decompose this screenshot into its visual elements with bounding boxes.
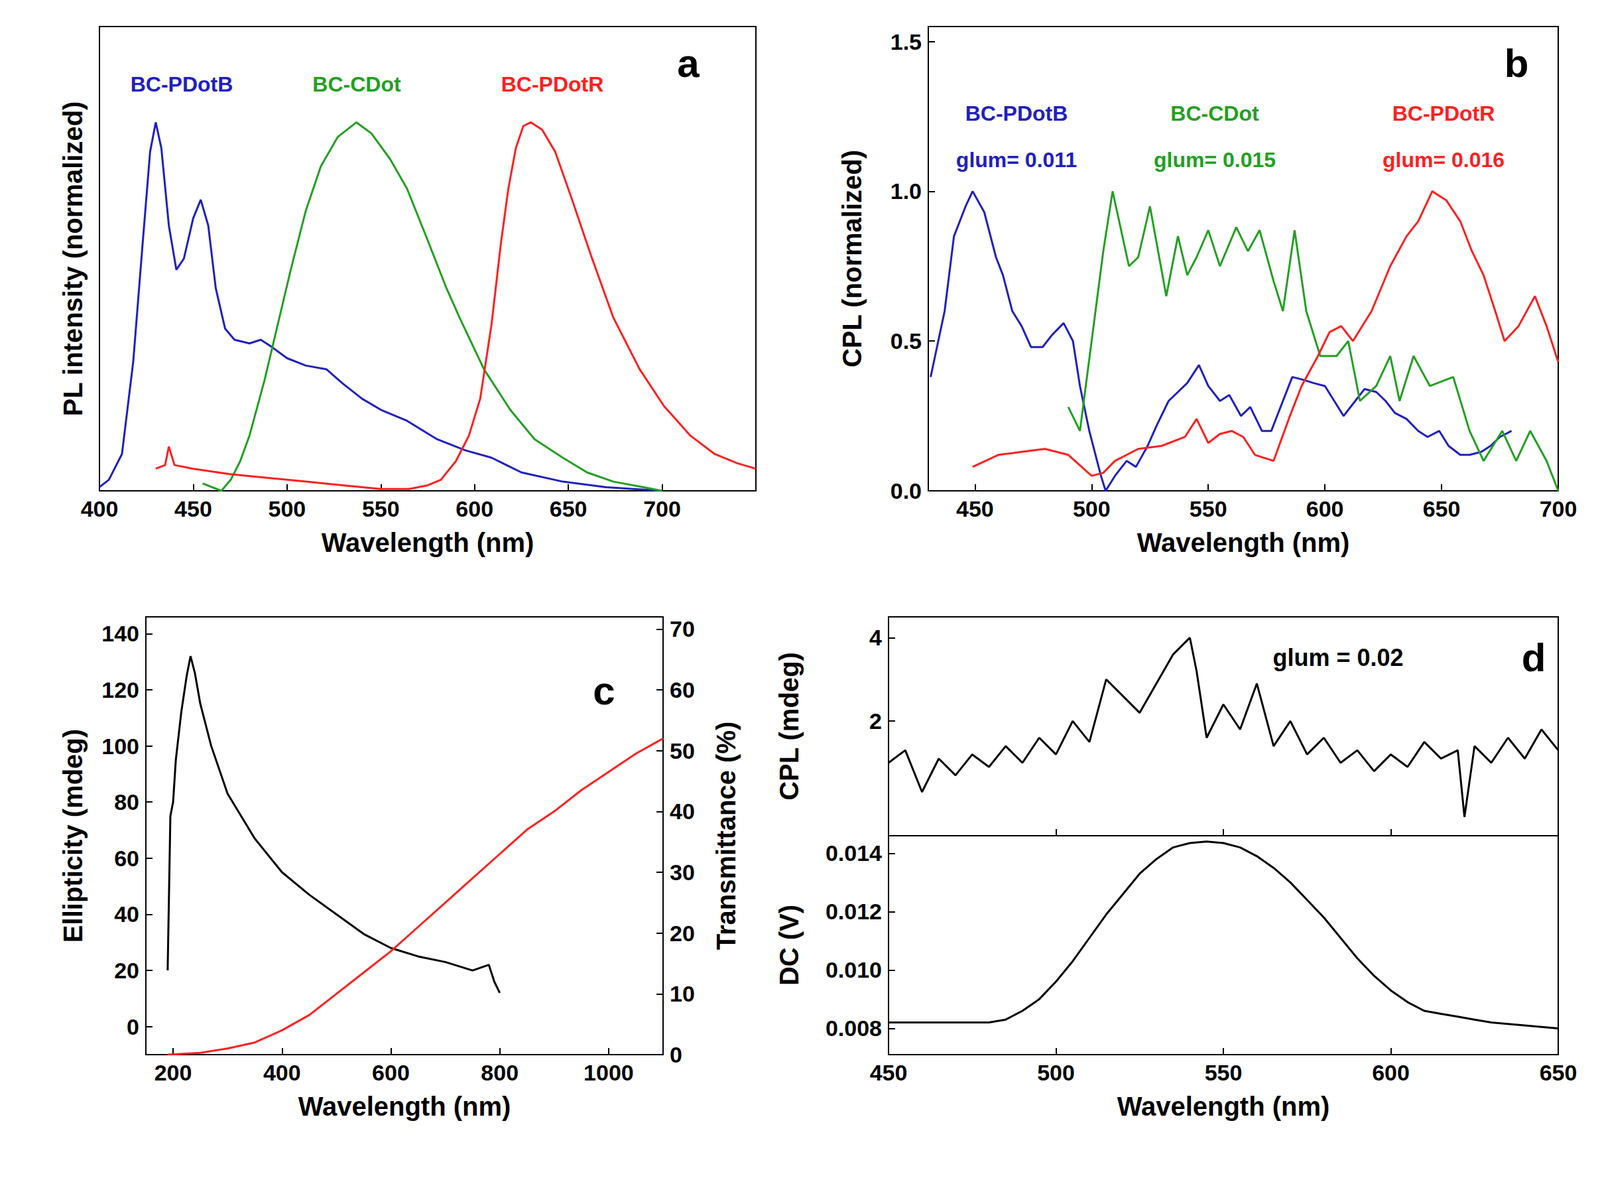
svg-text:BC-CDot: BC-CDot <box>1170 101 1260 126</box>
svg-text:500: 500 <box>267 495 306 522</box>
svg-text:Wavelength (nm): Wavelength (nm) <box>1137 527 1351 557</box>
svg-text:BC-PDotR: BC-PDotR <box>1392 101 1496 126</box>
svg-text:0.5: 0.5 <box>890 328 922 354</box>
svg-text:140: 140 <box>101 620 140 646</box>
svg-text:0.014: 0.014 <box>825 840 882 866</box>
svg-text:550: 550 <box>1204 1059 1243 1085</box>
svg-text:450: 450 <box>869 1059 908 1085</box>
svg-text:60: 60 <box>669 676 695 703</box>
svg-text:30: 30 <box>669 859 695 885</box>
svg-text:CPL (mdeg): CPL (mdeg) <box>774 651 804 801</box>
svg-text:120: 120 <box>101 676 140 703</box>
svg-text:1000: 1000 <box>583 1059 634 1085</box>
svg-text:700: 700 <box>1539 495 1578 522</box>
svg-text:600: 600 <box>1371 1059 1410 1085</box>
svg-text:BC-PDotB: BC-PDotB <box>965 101 1069 126</box>
svg-text:600: 600 <box>455 495 494 522</box>
svg-text:0.008: 0.008 <box>825 1015 882 1041</box>
svg-text:b: b <box>1504 41 1530 86</box>
svg-text:40: 40 <box>669 798 695 824</box>
svg-text:650: 650 <box>549 495 588 522</box>
svg-text:DC (V): DC (V) <box>774 904 804 986</box>
svg-text:0: 0 <box>126 1013 140 1040</box>
svg-text:0.010: 0.010 <box>825 956 882 983</box>
svg-text:d: d <box>1521 635 1547 680</box>
svg-text:450: 450 <box>174 495 213 522</box>
svg-text:4: 4 <box>869 624 882 650</box>
svg-text:20: 20 <box>114 957 140 983</box>
svg-text:Wavelength (nm): Wavelength (nm) <box>321 527 535 557</box>
svg-text:40: 40 <box>114 901 140 927</box>
svg-text:10: 10 <box>669 980 695 1006</box>
svg-text:200: 200 <box>154 1059 193 1085</box>
svg-text:glum = 0.02: glum = 0.02 <box>1272 643 1404 672</box>
svg-text:a: a <box>676 41 700 86</box>
svg-text:BC-PDotB: BC-PDotB <box>130 72 234 97</box>
svg-text:60: 60 <box>114 845 140 871</box>
svg-text:400: 400 <box>263 1059 302 1085</box>
svg-text:100: 100 <box>101 733 140 759</box>
svg-text:1.5: 1.5 <box>890 29 922 55</box>
svg-text:550: 550 <box>362 495 400 522</box>
svg-text:550: 550 <box>1189 495 1228 522</box>
svg-text:450: 450 <box>956 495 994 522</box>
svg-text:PL intensity (normalized): PL intensity (normalized) <box>58 101 88 417</box>
svg-text:1.0: 1.0 <box>890 178 922 204</box>
svg-text:500: 500 <box>1037 1059 1075 1085</box>
svg-text:650: 650 <box>1539 1059 1578 1085</box>
svg-text:800: 800 <box>480 1059 519 1085</box>
svg-text:80: 80 <box>114 789 140 815</box>
svg-text:50: 50 <box>669 738 695 764</box>
svg-text:0.0: 0.0 <box>890 478 922 504</box>
svg-text:500: 500 <box>1072 495 1111 522</box>
svg-text:BC-CDot: BC-CDot <box>312 72 402 97</box>
svg-text:400: 400 <box>80 495 119 522</box>
svg-text:2: 2 <box>869 708 882 734</box>
svg-text:600: 600 <box>1306 495 1345 522</box>
svg-text:BC-PDotR: BC-PDotR <box>501 72 605 97</box>
svg-text:Transmittance (%): Transmittance (%) <box>711 721 741 951</box>
svg-text:Ellipticity (mdeg): Ellipticity (mdeg) <box>58 728 88 943</box>
svg-text:Wavelength (nm): Wavelength (nm) <box>1117 1091 1331 1121</box>
svg-text:70: 70 <box>669 615 695 642</box>
svg-text:CPL (normalized): CPL (normalized) <box>837 149 867 368</box>
svg-text:700: 700 <box>643 495 681 522</box>
svg-text:0: 0 <box>669 1041 683 1067</box>
svg-text:c: c <box>592 668 615 713</box>
svg-text:20: 20 <box>669 920 695 946</box>
svg-text:Wavelength (nm): Wavelength (nm) <box>298 1091 512 1121</box>
svg-text:650: 650 <box>1422 495 1461 522</box>
svg-text:glum= 0.015: glum= 0.015 <box>1153 147 1276 172</box>
svg-text:glum= 0.016: glum= 0.016 <box>1382 147 1505 172</box>
svg-text:glum= 0.011: glum= 0.011 <box>956 147 1077 172</box>
svg-text:0.012: 0.012 <box>825 898 882 924</box>
svg-text:600: 600 <box>371 1059 410 1085</box>
